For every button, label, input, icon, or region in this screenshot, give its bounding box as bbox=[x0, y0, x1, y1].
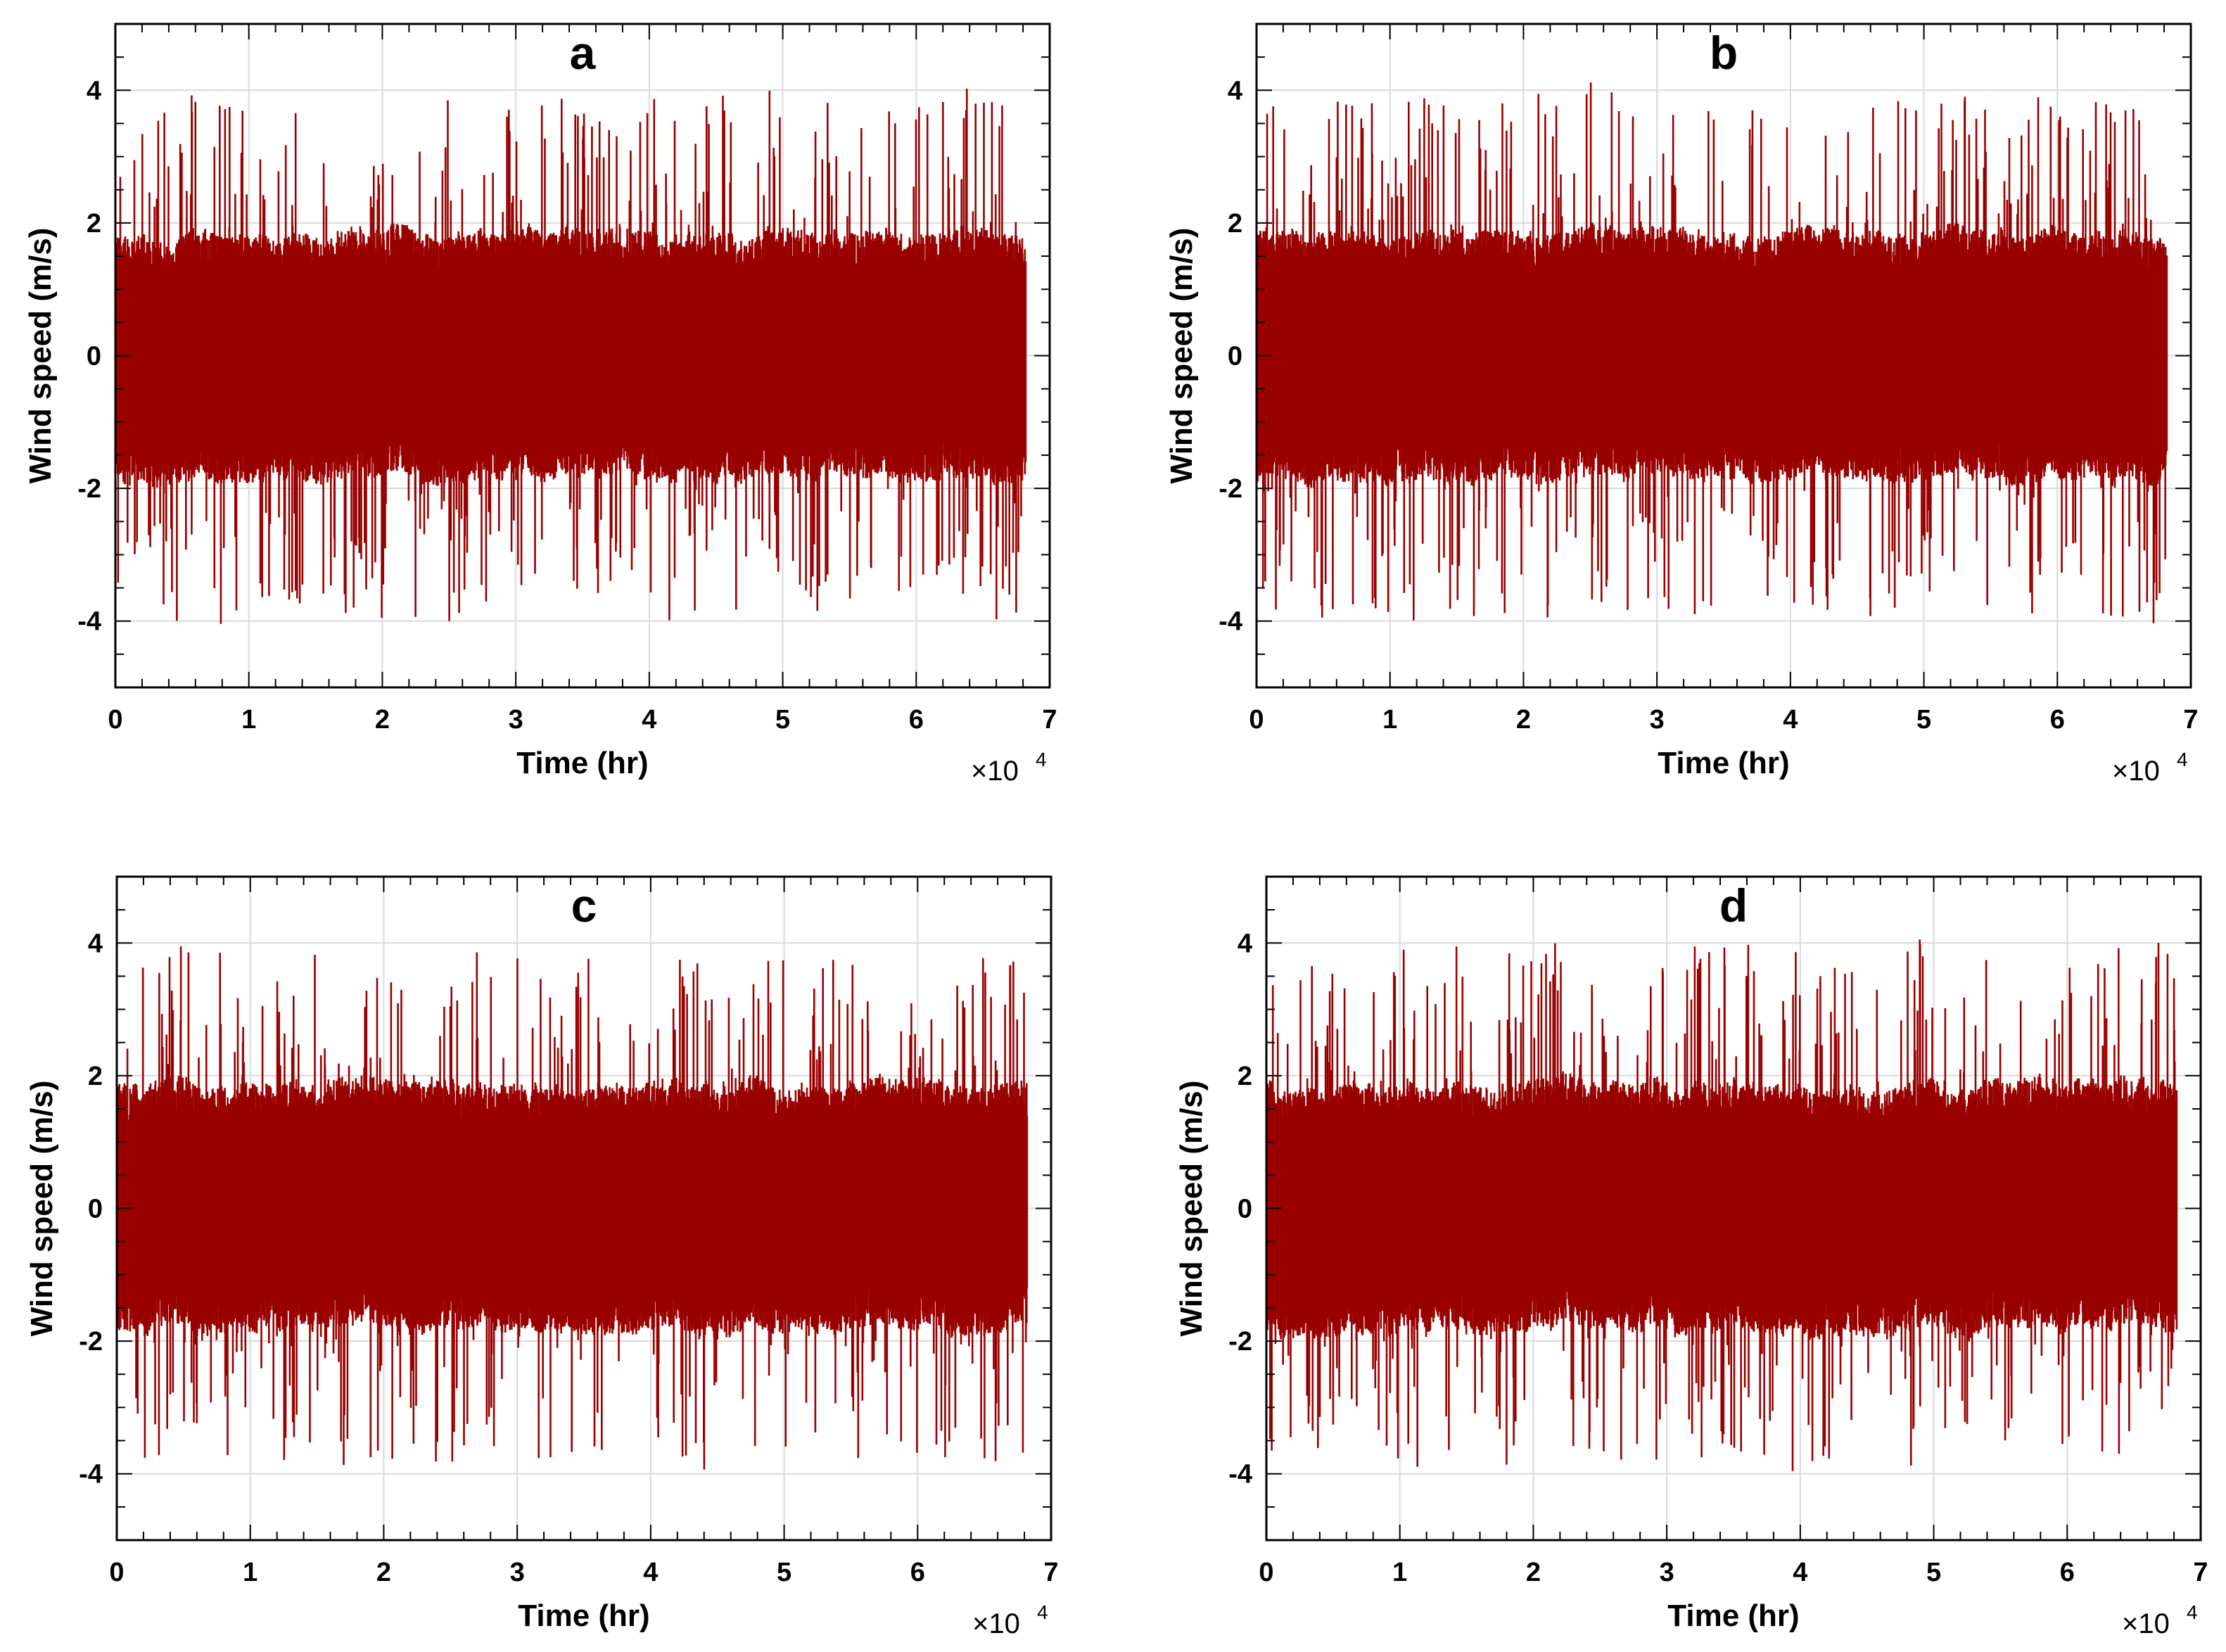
x-tick-label: 7 bbox=[1043, 1558, 1058, 1587]
y-tick-label: 0 bbox=[87, 342, 101, 371]
x-multiplier: ×10 bbox=[2112, 756, 2160, 787]
x-tick-label: 1 bbox=[1392, 1558, 1407, 1587]
y-tick-label: 2 bbox=[1238, 1062, 1252, 1091]
y-tick-label: 0 bbox=[1228, 342, 1242, 371]
y-tick-label: 2 bbox=[88, 1062, 103, 1091]
x-multiplier-exponent: 4 bbox=[2177, 749, 2188, 770]
y-tick-label: 0 bbox=[88, 1195, 103, 1224]
x-tick-label: 3 bbox=[1660, 1558, 1674, 1587]
x-axis-title: Time (hr) bbox=[518, 1599, 649, 1633]
x-tick-label: 3 bbox=[510, 1558, 525, 1587]
x-tick-label: 3 bbox=[509, 705, 523, 735]
y-axis-title: Wind speed (m/s) bbox=[1164, 228, 1199, 484]
x-tick-label: 5 bbox=[777, 1558, 791, 1587]
panel-title: d bbox=[1719, 879, 1748, 932]
x-tick-label: 5 bbox=[1916, 705, 1931, 735]
y-tick-label: -4 bbox=[77, 607, 101, 637]
x-axis-title: Time (hr) bbox=[516, 746, 648, 780]
y-tick-label: -2 bbox=[77, 474, 101, 504]
x-multiplier-exponent: 4 bbox=[2187, 1601, 2198, 1623]
x-tick-label: 6 bbox=[2050, 705, 2065, 735]
x-tick-label: 7 bbox=[2193, 1558, 2208, 1587]
y-tick-label: -2 bbox=[79, 1327, 103, 1356]
x-tick-label: 5 bbox=[775, 705, 790, 735]
x-tick-label: 2 bbox=[375, 705, 390, 735]
x-multiplier: ×10 bbox=[2122, 1608, 2170, 1639]
panel-b: 0 1 2 3 4 5 6 7 -4 -2 0 2 4 Time (hr) Wind speed (m/s)… bbox=[1164, 23, 2199, 787]
y-tick-label: 4 bbox=[1228, 76, 1242, 106]
series-line-0 bbox=[1265, 939, 2178, 1471]
y-tick-label: -2 bbox=[1228, 1327, 1252, 1356]
y-axis-title: Wind speed (m/s) bbox=[25, 1081, 59, 1337]
series-line-0 bbox=[115, 946, 1029, 1470]
x-multiplier: ×10 bbox=[971, 756, 1019, 787]
x-tick-label: 6 bbox=[910, 1558, 925, 1587]
y-tick-label: -4 bbox=[79, 1460, 103, 1489]
x-tick-label: 2 bbox=[1516, 705, 1531, 735]
x-tick-label: 5 bbox=[1926, 1558, 1941, 1587]
x-tick-label: 4 bbox=[1793, 1558, 1807, 1587]
y-axis-title: Wind speed (m/s) bbox=[23, 228, 58, 484]
x-tick-label: 1 bbox=[241, 705, 256, 735]
x-tick-label: 7 bbox=[1042, 705, 1057, 735]
x-tick-label: 1 bbox=[1382, 705, 1397, 735]
x-tick-label: 2 bbox=[1526, 1558, 1541, 1587]
x-tick-label: 0 bbox=[1259, 1558, 1273, 1587]
panel-d: 0 1 2 3 4 5 6 7 -4 -2 0 2 4 Time (hr) Wind speed (m/s)… bbox=[1174, 875, 2208, 1639]
x-tick-label: 7 bbox=[2183, 705, 2198, 735]
x-multiplier-exponent: 4 bbox=[1037, 1601, 1048, 1623]
x-multiplier: ×10 bbox=[972, 1608, 1020, 1639]
x-tick-label: 4 bbox=[643, 1558, 658, 1587]
x-tick-label: 0 bbox=[1249, 705, 1264, 735]
x-tick-label: 6 bbox=[909, 705, 924, 735]
x-tick-label: 1 bbox=[243, 1558, 257, 1587]
x-axis-title: Time (hr) bbox=[1658, 746, 1789, 780]
x-tick-label: 0 bbox=[108, 705, 122, 735]
x-tick-label: 3 bbox=[1650, 705, 1665, 735]
panel-a: 0 1 2 3 4 5 6 7 -4 -2 0 2 4 Time (hr) Wind speed (m/s)… bbox=[23, 23, 1057, 787]
x-tick-label: 4 bbox=[642, 705, 656, 735]
y-axis-title: Wind speed (m/s) bbox=[1174, 1081, 1209, 1337]
y-tick-label: 4 bbox=[88, 929, 103, 958]
panel-title: c bbox=[571, 879, 597, 932]
x-tick-label: 0 bbox=[109, 1558, 124, 1587]
y-tick-label: 4 bbox=[87, 76, 101, 106]
y-tick-label: -4 bbox=[1228, 1460, 1252, 1489]
x-axis-title: Time (hr) bbox=[1667, 1599, 1799, 1633]
panel-c: 0 1 2 3 4 5 6 7 -4 -2 0 2 4 Time (hr) Wind speed (m/s)… bbox=[25, 875, 1059, 1639]
x-multiplier-exponent: 4 bbox=[1036, 749, 1047, 770]
y-tick-label: -4 bbox=[1219, 607, 1242, 637]
y-tick-label: -2 bbox=[1219, 474, 1242, 504]
x-tick-label: 2 bbox=[376, 1558, 391, 1587]
y-tick-label: 0 bbox=[1238, 1195, 1252, 1224]
series-line-0 bbox=[1255, 82, 2168, 623]
panel-title: a bbox=[570, 27, 597, 79]
y-tick-label: 2 bbox=[1228, 209, 1242, 239]
series-line-0 bbox=[114, 89, 1027, 624]
y-tick-label: 4 bbox=[1238, 929, 1252, 958]
panel-title: b bbox=[1710, 27, 1738, 79]
y-tick-label: 2 bbox=[87, 209, 101, 239]
x-tick-label: 4 bbox=[1783, 705, 1798, 735]
x-tick-label: 6 bbox=[2060, 1558, 2075, 1587]
